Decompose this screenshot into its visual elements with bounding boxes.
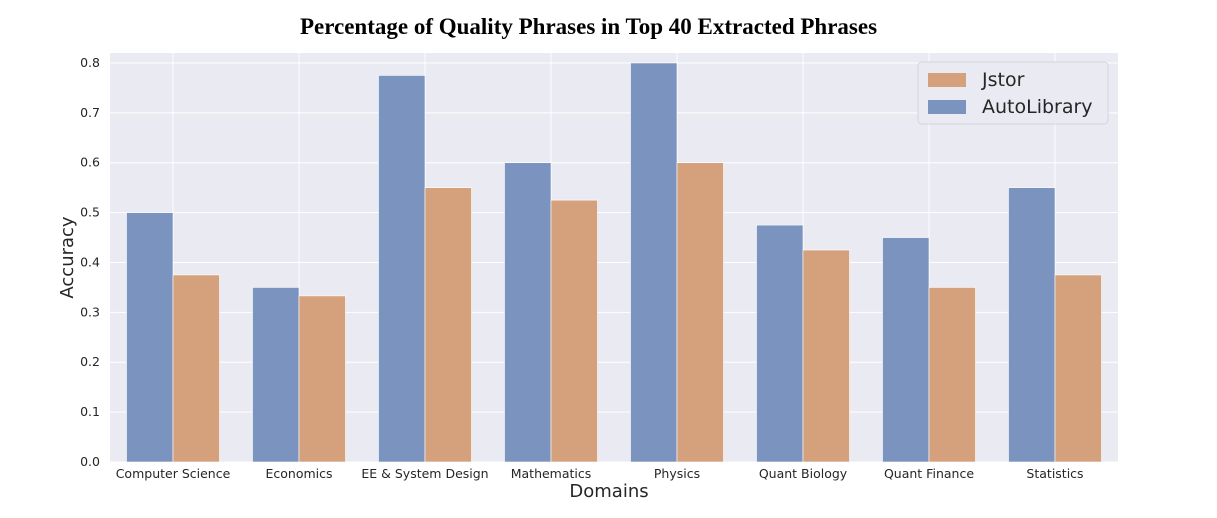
legend-swatch-jstor: [928, 73, 966, 87]
y-tick-label: 0.0: [80, 454, 100, 469]
bar-autolibrary-physics: [630, 62, 678, 463]
bar-autolibrary-mathematics: [504, 162, 552, 463]
legend-swatch-autolibrary: [928, 100, 966, 114]
bar-jstor-mathematics: [550, 199, 598, 463]
x-tick-label: Physics: [654, 466, 700, 481]
x-tick-label: Quant Finance: [884, 466, 974, 481]
y-tick-label: 0.2: [80, 354, 100, 369]
y-tick-label: 0.4: [80, 254, 100, 269]
x-tick-label: EE & System Design: [361, 466, 488, 481]
bar-jstor-economics: [298, 295, 346, 463]
y-axis-label: Accuracy: [57, 216, 78, 299]
x-axis-ticks: Computer Science Economics EE & System Des…: [116, 466, 1084, 481]
bars: [126, 62, 1102, 463]
y-tick-label: 0.5: [80, 205, 100, 220]
legend-label-autolibrary: AutoLibrary: [982, 96, 1093, 118]
y-tick-label: 0.6: [80, 155, 100, 170]
legend: Jstor AutoLibrary: [917, 61, 1109, 125]
bar-jstor-quant-finance: [928, 287, 976, 463]
y-tick-label: 0.7: [80, 105, 100, 120]
bar-jstor-statistics: [1054, 274, 1102, 463]
x-tick-label: Mathematics: [511, 466, 592, 481]
x-axis-label: Domains: [569, 481, 648, 502]
x-tick-label: Economics: [265, 466, 332, 481]
y-tick-label: 0.8: [80, 55, 100, 70]
bar-jstor-quant-biology: [802, 249, 850, 463]
bar-jstor-physics: [676, 162, 724, 463]
y-tick-label: 0.3: [80, 304, 100, 319]
bar-autolibrary-quant-finance: [882, 237, 930, 463]
x-tick-label: Statistics: [1026, 466, 1083, 481]
x-tick-label: Computer Science: [116, 466, 231, 481]
bar-jstor-ee-system-design: [424, 187, 472, 463]
bar-autolibrary-economics: [252, 287, 300, 463]
y-axis-ticks: 0.0 0.1 0.2 0.3 0.4 0.5 0.6 0.7 0.8: [80, 55, 100, 469]
bar-autolibrary-ee-system-design: [378, 75, 426, 463]
legend-label-jstor: Jstor: [981, 69, 1025, 91]
x-tick-label: Quant Biology: [759, 466, 848, 481]
bar-autolibrary-computer-science: [126, 212, 174, 463]
bar-autolibrary-statistics: [1008, 187, 1056, 463]
bar-autolibrary-quant-biology: [756, 224, 804, 463]
chart-title: Percentage of Quality Phrases in Top 40 …: [299, 14, 878, 39]
bar-jstor-computer-science: [172, 274, 220, 463]
y-tick-label: 0.1: [80, 404, 100, 419]
